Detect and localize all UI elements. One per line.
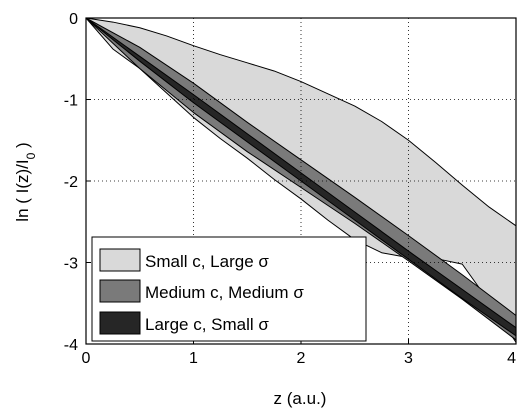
y-tick-label-4: -4: [64, 337, 78, 354]
legend-swatch-small-c: [99, 248, 141, 272]
y-tick-label-2: -2: [64, 174, 78, 191]
x-tick-label-4: 4: [507, 350, 516, 367]
x-tick-label-1: 1: [189, 350, 198, 367]
legend: Small c, Large σ Medium c, Medium σ Larg…: [91, 236, 367, 342]
legend-swatch-large-c: [99, 311, 141, 335]
legend-label-large-c: Large c, Small σ: [145, 315, 269, 334]
legend-label-medium-c: Medium c, Medium σ: [145, 283, 304, 302]
y-tick-label-0: 0: [69, 11, 78, 28]
y-tick-label-3: -3: [64, 256, 78, 273]
x-tick-label-2: 2: [297, 350, 306, 367]
x-tick-label-0: 0: [82, 350, 91, 367]
x-axis-label: z (a.u.): [274, 389, 327, 408]
legend-label-small-c: Small c, Large σ: [145, 252, 269, 271]
legend-swatch-medium-c: [99, 279, 141, 303]
y-tick-label-1: -1: [64, 93, 78, 110]
tick-labels: 0 1 2 3 4 0 -1 -2 -3 -4: [64, 11, 516, 367]
y-axis-label: ln ( I(z)/I0 ): [13, 142, 38, 221]
x-tick-label-3: 3: [404, 350, 413, 367]
